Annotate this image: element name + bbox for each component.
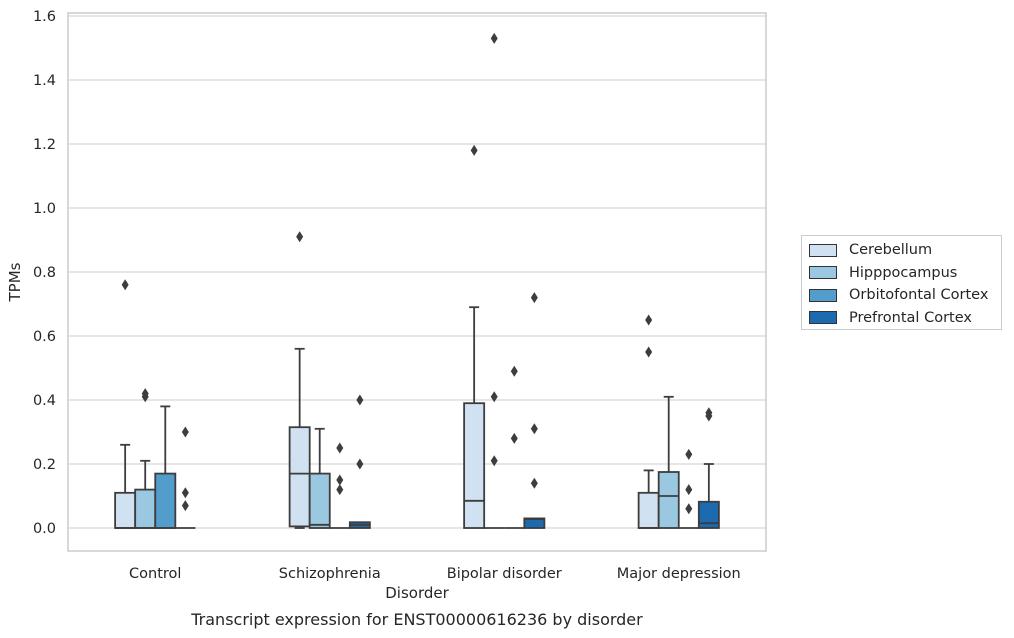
outlier-point xyxy=(356,394,364,406)
outlier-point xyxy=(510,432,518,444)
outlier-point xyxy=(470,144,478,156)
outlier-point xyxy=(530,292,538,304)
y-tick-label: 1.4 xyxy=(33,73,56,89)
y-tick-label: 0.4 xyxy=(33,393,56,409)
series-cerebellum xyxy=(114,144,660,529)
series-orbitofontal-cortex xyxy=(154,365,699,529)
y-tick-label: 1.0 xyxy=(33,201,56,217)
y-tick-label: 0.6 xyxy=(33,329,56,345)
box-body xyxy=(697,500,720,529)
series-prefrontal-cortex xyxy=(175,292,720,529)
legend-label: Cerebellum xyxy=(849,242,933,258)
outlier-point xyxy=(336,442,344,454)
box xyxy=(154,405,177,529)
outlier-point xyxy=(645,314,653,326)
figure-caption: Transcript expression for ENST0000061623… xyxy=(191,610,643,629)
box xyxy=(308,427,331,529)
outlier-point xyxy=(181,426,189,438)
legend-swatch xyxy=(809,288,837,302)
legend-swatch xyxy=(809,311,837,324)
legend-swatch xyxy=(809,243,837,257)
box xyxy=(114,279,137,529)
box xyxy=(697,407,720,529)
box-series xyxy=(114,32,720,529)
y-tick-label: 0.2 xyxy=(33,457,56,473)
x-axis-label: Disorder xyxy=(385,584,449,602)
x-tick-label: Bipolar disorder xyxy=(447,566,562,582)
legend-item: Hipppocampus xyxy=(809,264,957,282)
legend-label: Prefrontal Cortex xyxy=(849,309,972,326)
box-body xyxy=(114,491,137,529)
legend-item: Cerebellum xyxy=(809,241,932,259)
x-tick-label: Schizophrenia xyxy=(279,566,381,582)
grid-lines xyxy=(68,15,766,529)
outlier-point xyxy=(356,458,364,470)
outlier-point xyxy=(510,365,518,377)
plot-frame xyxy=(67,12,767,552)
outlier-point xyxy=(530,423,538,435)
outlier-point xyxy=(490,391,498,403)
y-axis-ticks: 0.0 0.2 0.4 0.6 0.8 1.0 1.2 1.4 1.6 xyxy=(33,9,56,537)
box xyxy=(678,448,699,529)
box xyxy=(504,365,525,529)
box xyxy=(484,32,505,529)
outlier-point xyxy=(141,388,149,400)
legend-swatch xyxy=(809,266,837,279)
legend-item: Prefrontal Cortex xyxy=(809,309,972,327)
box-body xyxy=(134,488,157,529)
outlier-point xyxy=(336,484,344,496)
y-tick-label: 0.8 xyxy=(33,265,56,281)
box xyxy=(463,144,486,529)
box xyxy=(348,394,371,529)
box-body xyxy=(463,402,486,529)
y-tick-label: 1.2 xyxy=(33,137,56,153)
box-body xyxy=(308,472,331,529)
box-body xyxy=(637,491,660,529)
outlier-point xyxy=(490,455,498,467)
x-tick-label: Control xyxy=(129,566,181,582)
y-tick-label: 1.6 xyxy=(33,9,56,25)
y-tick-label: 0.0 xyxy=(33,521,56,537)
legend: Cerebellum Hipppocampus Orbitofontal Corte… xyxy=(801,235,1002,330)
outlier-point xyxy=(645,346,653,358)
box-body xyxy=(657,471,680,529)
box-body xyxy=(288,426,311,528)
box xyxy=(329,442,350,529)
outlier-point xyxy=(685,448,693,460)
x-tick-label: Major depression xyxy=(617,566,741,582)
outlier-point xyxy=(685,484,693,496)
outlier-point xyxy=(705,407,713,419)
box xyxy=(523,292,546,529)
series-hipppocampus xyxy=(134,32,680,529)
box xyxy=(288,231,311,529)
outlier-point xyxy=(296,231,304,243)
box xyxy=(657,395,680,529)
legend-label: Orbitofontal Cortex xyxy=(849,287,989,303)
outlier-point xyxy=(530,477,538,489)
outlier-point xyxy=(181,500,189,512)
outlier-point xyxy=(490,32,498,44)
y-axis-label: TPMs xyxy=(6,262,24,302)
outlier-point xyxy=(121,279,129,291)
legend-item: Orbitofontal Cortex xyxy=(809,286,988,304)
box-body xyxy=(154,472,177,529)
box xyxy=(175,426,196,529)
legend-label: Hipppocampus xyxy=(849,264,958,281)
box xyxy=(134,388,157,529)
outlier-point xyxy=(685,503,693,515)
outlier-point xyxy=(336,474,344,486)
outlier-point xyxy=(181,487,189,499)
x-axis-ticks: Control Schizophrenia Bipolar disorder Majo… xyxy=(129,566,741,582)
box xyxy=(637,314,660,529)
